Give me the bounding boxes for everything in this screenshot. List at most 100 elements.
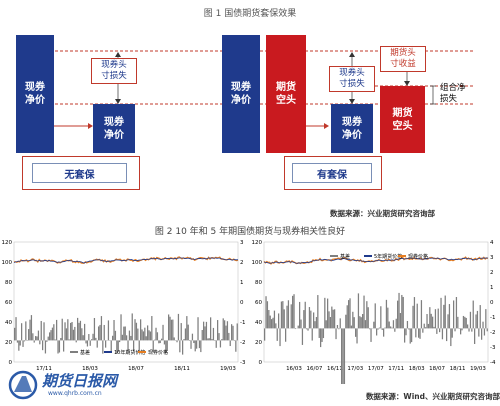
basis-bar bbox=[266, 301, 269, 329]
basis-bar bbox=[433, 326, 435, 329]
x-tick-label: 18/07 bbox=[128, 366, 144, 372]
basis-bar bbox=[429, 307, 431, 329]
basis-bar bbox=[328, 311, 330, 329]
legend-label: 10年期货价格 bbox=[114, 349, 145, 356]
basis-bar bbox=[373, 321, 375, 329]
basis-bar bbox=[78, 322, 80, 341]
y-right-tick-label: 4 bbox=[490, 240, 494, 246]
basis-bar bbox=[364, 320, 367, 329]
no-hedge-frame bbox=[22, 156, 140, 190]
basis-bar bbox=[119, 340, 121, 343]
basis-bar bbox=[348, 300, 350, 329]
basis-bar bbox=[318, 328, 320, 338]
basis-bar bbox=[180, 323, 182, 341]
basis-bar bbox=[32, 333, 34, 341]
basis-bar bbox=[408, 328, 410, 330]
x-tick-label: 18/11 bbox=[450, 366, 466, 372]
basis-bar bbox=[307, 328, 309, 331]
y-right-tick-label: 1 bbox=[490, 285, 494, 291]
basis-bar bbox=[18, 340, 20, 351]
basis-bar bbox=[56, 319, 58, 341]
basis-bar bbox=[184, 328, 187, 341]
basis-bar bbox=[275, 323, 277, 329]
basis-bar bbox=[86, 340, 89, 347]
basis-bar bbox=[378, 327, 381, 329]
x-tick-label: 16/07 bbox=[307, 366, 323, 372]
spot-position-loss-label: 现券头 寸损失 bbox=[91, 58, 137, 84]
y-right-tick-label: 1 bbox=[240, 280, 244, 286]
basis-bar bbox=[187, 324, 189, 341]
basis-bar bbox=[133, 340, 135, 352]
basis-bar bbox=[63, 340, 65, 352]
basis-bar bbox=[166, 340, 168, 351]
basis-bar bbox=[193, 340, 195, 344]
basis-bar bbox=[369, 328, 371, 330]
basis-bar bbox=[198, 340, 201, 349]
basis-bar bbox=[120, 314, 122, 341]
basis-bar bbox=[186, 316, 188, 341]
basis-bar bbox=[64, 322, 66, 341]
basis-bar bbox=[419, 328, 421, 339]
basis-bar bbox=[173, 337, 175, 341]
basis-bar bbox=[448, 304, 451, 329]
basis-bar bbox=[33, 340, 35, 343]
basis-bar bbox=[131, 313, 133, 341]
basis-bar bbox=[147, 325, 149, 341]
basis-bar bbox=[88, 334, 90, 341]
x-tick-label: 19/03 bbox=[470, 366, 486, 372]
basis-bar bbox=[391, 327, 393, 329]
basis-bar bbox=[155, 327, 157, 341]
basis-bar bbox=[170, 319, 173, 341]
basis-bar bbox=[315, 317, 318, 329]
basis-bar bbox=[117, 340, 119, 352]
basis-bar bbox=[158, 340, 160, 344]
basis-bar bbox=[229, 340, 231, 347]
basis-bar bbox=[370, 328, 372, 342]
legend-label: 基差 bbox=[80, 349, 90, 356]
basis-bar bbox=[71, 321, 73, 341]
futures-price-line bbox=[13, 257, 239, 264]
basis-bar bbox=[214, 340, 216, 341]
basis-bar bbox=[467, 324, 469, 329]
basis-bar bbox=[84, 323, 86, 341]
basis-bar bbox=[60, 337, 62, 341]
basis-bar bbox=[308, 307, 311, 329]
basis-bar bbox=[14, 327, 16, 341]
spot-net-price-box: 现券 净价 bbox=[16, 35, 54, 153]
x-tick-label: 17/03 bbox=[347, 366, 363, 372]
basis-bar bbox=[327, 298, 329, 329]
basis-bar bbox=[321, 328, 323, 342]
basis-bar bbox=[304, 301, 306, 329]
basis-bar bbox=[437, 308, 439, 329]
basis-bar bbox=[434, 309, 437, 329]
basis-bar bbox=[362, 314, 364, 329]
basis-bar bbox=[320, 328, 322, 348]
basis-bar bbox=[138, 340, 140, 352]
y-left-tick-label: 80 bbox=[255, 280, 262, 286]
basis-bar bbox=[208, 338, 210, 341]
basis-bar bbox=[482, 321, 484, 329]
basis-bar bbox=[350, 325, 353, 329]
figure-1-source: 数据来源：兴业期货研究咨询部 bbox=[330, 209, 435, 218]
basis-bar bbox=[121, 334, 124, 341]
basis-bar bbox=[363, 295, 365, 329]
spot-price-line bbox=[13, 256, 239, 264]
basis-bar bbox=[43, 322, 45, 341]
basis-bar bbox=[356, 328, 358, 344]
basis-bar bbox=[455, 297, 458, 329]
basis-bar bbox=[338, 328, 340, 330]
x-tick-label: 17/11 bbox=[36, 366, 52, 372]
basis-bar bbox=[332, 309, 334, 329]
basis-bar bbox=[399, 313, 402, 329]
basis-bar bbox=[349, 298, 351, 329]
basis-bar bbox=[112, 335, 114, 341]
basis-bar bbox=[58, 340, 61, 353]
y-right-tick-label: -1 bbox=[490, 315, 495, 321]
basis-bar bbox=[461, 328, 463, 331]
basis-bar bbox=[151, 316, 153, 341]
basis-bar bbox=[276, 328, 278, 341]
y-left-tick-label: 20 bbox=[5, 340, 12, 346]
x-tick-label: 16/03 bbox=[286, 366, 302, 372]
watermark-url: www.qhrb.com.cn bbox=[48, 390, 102, 397]
basis-bar bbox=[107, 320, 110, 341]
